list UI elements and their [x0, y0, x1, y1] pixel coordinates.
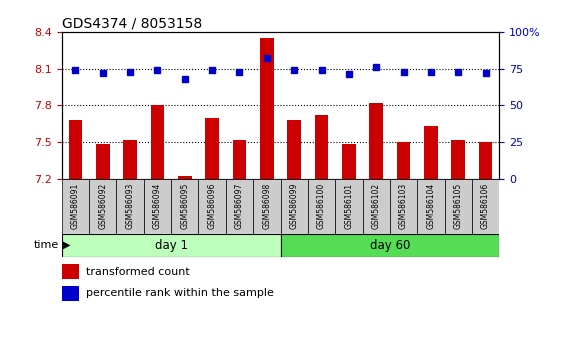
Bar	[62, 286, 79, 301]
Bar	[144, 179, 171, 234]
Bar	[472, 179, 499, 234]
Bar	[150, 105, 164, 179]
Text: GSM586099: GSM586099	[289, 183, 298, 229]
Bar	[445, 179, 472, 234]
Text: GSM586102: GSM586102	[372, 183, 381, 229]
Text: transformed count: transformed count	[86, 267, 190, 277]
Text: GSM586100: GSM586100	[317, 183, 326, 229]
Bar	[417, 179, 445, 234]
Bar	[390, 179, 417, 234]
Text: GDS4374 / 8053158: GDS4374 / 8053158	[62, 17, 202, 31]
Text: GSM586103: GSM586103	[399, 183, 408, 229]
Text: GSM586105: GSM586105	[454, 183, 463, 229]
Text: ▶: ▶	[63, 240, 70, 250]
Bar	[342, 144, 356, 179]
Bar	[123, 139, 137, 179]
Bar	[397, 142, 411, 179]
Text: time: time	[34, 240, 59, 250]
Bar	[226, 179, 253, 234]
Bar	[62, 234, 280, 257]
Text: day 60: day 60	[370, 239, 410, 252]
Bar	[335, 179, 362, 234]
Bar	[96, 144, 109, 179]
Bar	[253, 179, 280, 234]
Bar	[199, 179, 226, 234]
Text: GSM586106: GSM586106	[481, 183, 490, 229]
Bar	[205, 118, 219, 179]
Bar	[369, 103, 383, 179]
Text: day 1: day 1	[155, 239, 187, 252]
Bar	[280, 179, 308, 234]
Bar	[233, 139, 246, 179]
Text: GSM586091: GSM586091	[71, 183, 80, 229]
Bar	[62, 264, 79, 279]
Text: percentile rank within the sample: percentile rank within the sample	[86, 288, 274, 298]
Text: GSM586094: GSM586094	[153, 183, 162, 229]
Text: GSM586095: GSM586095	[180, 183, 189, 229]
Bar	[479, 142, 493, 179]
Bar	[315, 115, 328, 179]
Bar	[117, 179, 144, 234]
Bar	[171, 179, 199, 234]
Bar	[62, 179, 89, 234]
Bar	[424, 126, 438, 179]
Bar	[280, 234, 499, 257]
Text: GSM586101: GSM586101	[344, 183, 353, 229]
Bar	[452, 139, 465, 179]
Text: GSM586096: GSM586096	[208, 183, 217, 229]
Bar	[362, 179, 390, 234]
Text: GSM586092: GSM586092	[98, 183, 107, 229]
Bar	[68, 120, 82, 179]
Text: GSM586104: GSM586104	[426, 183, 435, 229]
Text: GSM586097: GSM586097	[235, 183, 244, 229]
Text: GSM586093: GSM586093	[126, 183, 135, 229]
Bar	[178, 176, 192, 179]
Bar	[287, 120, 301, 179]
Bar	[260, 38, 274, 179]
Bar	[308, 179, 335, 234]
Bar	[89, 179, 117, 234]
Text: GSM586098: GSM586098	[263, 183, 272, 229]
